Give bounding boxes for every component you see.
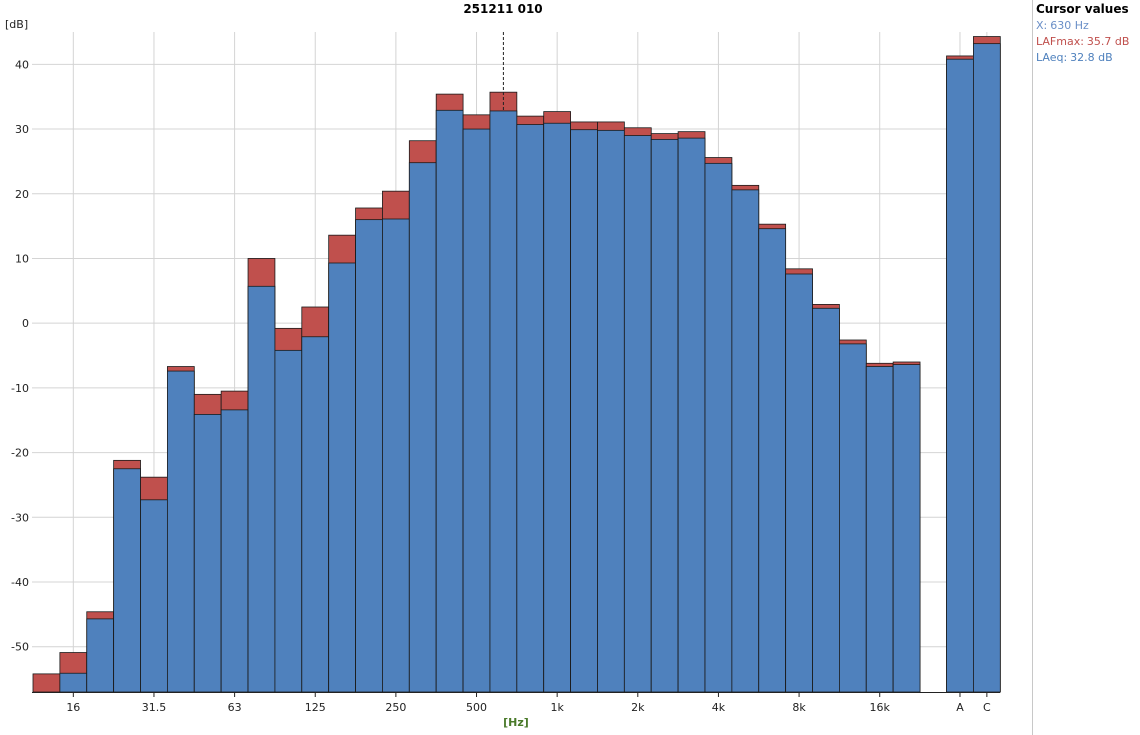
- y-tick-label: 20: [15, 188, 29, 201]
- cursor-lafmax-row: LAFmax: 35.7 dB: [1036, 34, 1140, 50]
- cursor-panel-title: Cursor values: [1036, 2, 1129, 16]
- bars: [32, 36, 1001, 693]
- y-tick-label: -40: [11, 576, 29, 589]
- bar-laeq: [435, 109, 464, 693]
- x-tick-label: 16: [66, 701, 80, 714]
- x-tick-label: 2k: [631, 701, 645, 714]
- bar-laeq: [59, 672, 88, 693]
- chart-title: 251211 010: [463, 2, 542, 16]
- cursor-x-label: X:: [1036, 19, 1048, 32]
- y-tick-label: 0: [22, 317, 29, 330]
- bar-laeq: [650, 139, 679, 693]
- bar-laeq: [355, 219, 383, 693]
- bar-laeq: [220, 409, 249, 693]
- bar-laeq: [140, 499, 168, 693]
- cursor-laeq-row: LAeq: 32.8 dB: [1036, 50, 1140, 66]
- bar-laeq: [113, 468, 141, 693]
- y-tick-label: -10: [11, 382, 29, 395]
- x-tick-label: 63: [228, 701, 242, 714]
- x-tick-label: A: [956, 701, 964, 714]
- bar-laeq: [516, 124, 545, 693]
- bar-laeq: [247, 285, 276, 693]
- x-tick-label: 250: [385, 701, 406, 714]
- cursor-values-panel: Cursor values X: 630 Hz LAFmax: 35.7 dB LA…: [1032, 0, 1140, 735]
- bar-laeq: [731, 189, 760, 693]
- cursor-laeq-value: 32.8 dB: [1070, 51, 1113, 64]
- bar-lafmax: [32, 673, 61, 693]
- bar-laeq: [973, 43, 1001, 693]
- bar-laeq: [166, 370, 195, 693]
- bar-laeq: [462, 128, 491, 693]
- cursor-lafmax-value: 35.7 dB: [1086, 35, 1130, 48]
- bar-laeq: [758, 228, 787, 693]
- bar-laeq: [382, 218, 410, 693]
- cursor-x-value: 630 Hz: [1050, 19, 1089, 32]
- bar-laeq: [892, 364, 921, 693]
- y-tick-label: 30: [15, 123, 29, 136]
- cursor-laeq-label: LAeq:: [1036, 51, 1068, 64]
- bar-laeq: [865, 366, 894, 693]
- y-axis-label: [dB]: [5, 18, 28, 31]
- bar-laeq: [301, 336, 330, 693]
- y-tick-label: 40: [15, 58, 29, 71]
- cursor-lafmax-label: LAFmax:: [1036, 35, 1084, 48]
- bar-laeq: [274, 349, 303, 693]
- bar-laeq: [543, 122, 571, 693]
- cursor-x-row: X: 630 Hz: [1036, 18, 1140, 34]
- y-tick-label: 10: [15, 252, 29, 265]
- x-tick-label: 1k: [550, 701, 564, 714]
- x-tick-label: 16k: [870, 701, 891, 714]
- bar-laeq: [839, 343, 867, 693]
- x-tick-label: 8k: [792, 701, 806, 714]
- bar-laeq: [328, 262, 356, 693]
- bar-laeq: [812, 307, 840, 693]
- bar-laeq: [489, 110, 518, 693]
- bar-laeq: [570, 129, 598, 693]
- x-tick-label: 4k: [712, 701, 726, 714]
- x-axis-label: [Hz]: [503, 716, 529, 729]
- x-tick-label: 125: [305, 701, 326, 714]
- y-tick-label: -50: [11, 641, 29, 654]
- bar-laeq: [597, 129, 625, 693]
- y-tick-label: -20: [11, 447, 29, 460]
- x-tick-label: C: [983, 701, 991, 714]
- y-tick-label: -30: [11, 511, 29, 524]
- bar-laeq: [704, 162, 733, 693]
- bar-laeq: [193, 414, 222, 693]
- bar-laeq: [623, 135, 652, 693]
- x-tick-label: 500: [466, 701, 487, 714]
- bar-laeq: [785, 273, 813, 693]
- axes: 40 30 20 10 0 -10 -20 -30 -40 -50 16 31.5 63 125 250 50…: [11, 32, 1000, 714]
- bar-laeq: [946, 58, 974, 693]
- x-tick-label: 31.5: [142, 701, 167, 714]
- bar-laeq: [408, 162, 437, 693]
- bar-laeq: [677, 137, 706, 693]
- bar-laeq: [86, 618, 115, 693]
